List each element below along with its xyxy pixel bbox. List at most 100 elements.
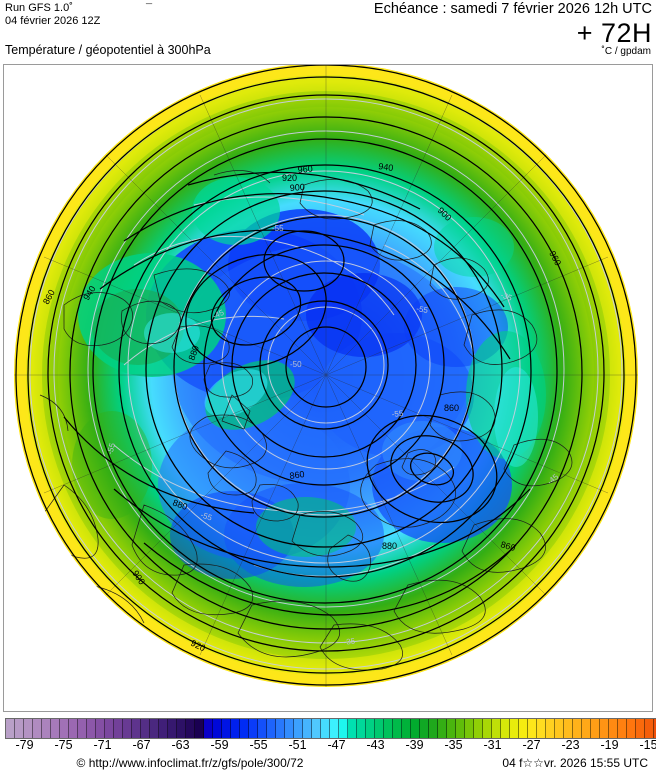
colorbar-swatch (177, 719, 186, 738)
colorbar-swatch (159, 719, 168, 738)
colorbar-swatch (186, 719, 195, 738)
svg-text:-55: -55 (391, 409, 404, 419)
svg-text:860: 860 (444, 403, 459, 413)
colorbar-swatch (546, 719, 555, 738)
colorbar-swatch (510, 719, 519, 738)
svg-text:860: 860 (499, 539, 516, 553)
colorbar-swatch (645, 719, 654, 738)
colorbar-swatch (195, 719, 204, 738)
colorbar-tick: -79 (15, 738, 34, 752)
header-artifact-glyph: ¯ (146, 3, 153, 15)
colorbar-swatch (627, 719, 636, 738)
colorbar-swatch (492, 719, 501, 738)
colorbar-container (0, 714, 656, 740)
colorbar-swatch (654, 719, 656, 738)
colorbar-swatch (204, 719, 213, 738)
svg-text:960: 960 (488, 703, 506, 711)
colorbar-swatch (141, 719, 150, 738)
colorbar-tick: -51 (288, 738, 307, 752)
svg-text:900: 900 (289, 182, 305, 193)
temperature-colorbar[interactable] (5, 718, 656, 739)
colorbar-swatch (330, 719, 339, 738)
colorbar-swatch (420, 719, 429, 738)
colorbar-tick: -23 (561, 738, 580, 752)
colorbar-tick: -43 (366, 738, 385, 752)
parameter-label: Température / géopotentiel à 300hPa (5, 43, 211, 57)
polar-temperature-map[interactable]: 960 940 900 920 900 960 860 940 940 900 … (4, 65, 652, 711)
map-panel[interactable]: 960 940 900 920 900 960 860 940 940 900 … (3, 64, 653, 712)
colorbar-swatch (537, 719, 546, 738)
colorbar-swatch (447, 719, 456, 738)
colorbar-tick: -19 (600, 738, 619, 752)
colorbar-swatch (222, 719, 231, 738)
colorbar-swatch (483, 719, 492, 738)
colorbar-swatch (528, 719, 537, 738)
colorbar-swatch (366, 719, 375, 738)
svg-text:-55: -55 (272, 224, 284, 233)
colorbar-swatch (573, 719, 582, 738)
colorbar-tick: -47 (327, 738, 346, 752)
colorbar-tick: -59 (210, 738, 229, 752)
map-filled-field: 960 940 900 920 900 960 860 940 940 900 … (14, 65, 638, 711)
colorbar-swatch (474, 719, 483, 738)
colorbar-swatch (15, 719, 24, 738)
colorbar-swatch (123, 719, 132, 738)
colorbar-swatch (231, 719, 240, 738)
colorbar-swatch (339, 719, 348, 738)
svg-text:-55: -55 (105, 441, 117, 455)
colorbar-swatch (609, 719, 618, 738)
colorbar-swatch (213, 719, 222, 738)
colorbar-swatch (312, 719, 321, 738)
credit-link[interactable]: © http://www.infoclimat.fr/z/gfs/pole/30… (76, 756, 304, 770)
colorbar-swatch (249, 719, 258, 738)
svg-text:-55: -55 (199, 510, 213, 522)
svg-text:920: 920 (282, 173, 297, 183)
colorbar-swatch (357, 719, 366, 738)
colorbar-swatch (519, 719, 528, 738)
colorbar-swatch (285, 719, 294, 738)
colorbar-tick: -27 (522, 738, 541, 752)
colorbar-swatch (456, 719, 465, 738)
colorbar-swatch (465, 719, 474, 738)
colorbar-swatch (267, 719, 276, 738)
colorbar-swatch (636, 719, 645, 738)
map-footer: © http://www.infoclimat.fr/z/gfs/pole/30… (0, 755, 656, 773)
colorbar-swatch (303, 719, 312, 738)
colorbar-swatch (402, 719, 411, 738)
colorbar-tick: -15 (639, 738, 656, 752)
colorbar-swatch (618, 719, 627, 738)
colorbar-tick: -75 (54, 738, 73, 752)
valid-time-label: Echéance : samedi 7 février 2026 12h UTC (373, 1, 652, 17)
colorbar-swatch (105, 719, 114, 738)
colorbar-swatch (33, 719, 42, 738)
svg-text:940: 940 (378, 161, 394, 173)
colorbar-swatch (411, 719, 420, 738)
colorbar-swatch (375, 719, 384, 738)
colorbar-swatch (78, 719, 87, 738)
colorbar-swatch (51, 719, 60, 738)
colorbar-tick-labels: -79 -75 -71 -67 -63 -59 -55 -51 -47 -43 -39 -35 -31 -… (0, 738, 656, 754)
colorbar-swatch (600, 719, 609, 738)
colorbar-swatch (6, 719, 15, 738)
colorbar-swatch (276, 719, 285, 738)
colorbar-tick: -39 (405, 738, 424, 752)
svg-text:-35: -35 (499, 290, 513, 303)
colorbar-tick: -55 (249, 738, 268, 752)
svg-text:-55: -55 (416, 304, 429, 315)
colorbar-tick: -67 (132, 738, 151, 752)
colorbar-swatch (582, 719, 591, 738)
colorbar-swatch (321, 719, 330, 738)
colorbar-swatch (564, 719, 573, 738)
colorbar-swatch (294, 719, 303, 738)
lead-time-label: + 72H (576, 18, 652, 48)
svg-text:880: 880 (382, 541, 397, 551)
geopotential-contours (15, 65, 637, 686)
colorbar-tick: -71 (93, 738, 112, 752)
units-label: ˚C / gpdam (601, 46, 651, 57)
svg-text:860: 860 (289, 469, 305, 481)
isotherm-labels: -55 -45 -55 -35 -50 -55 -55 -45 -35 -55 (105, 224, 560, 647)
colorbar-tick: -31 (483, 738, 502, 752)
colorbar-swatch (150, 719, 159, 738)
model-run-line1: Run GFS 1.0˚ (5, 2, 73, 14)
colorbar-swatch (168, 719, 177, 738)
